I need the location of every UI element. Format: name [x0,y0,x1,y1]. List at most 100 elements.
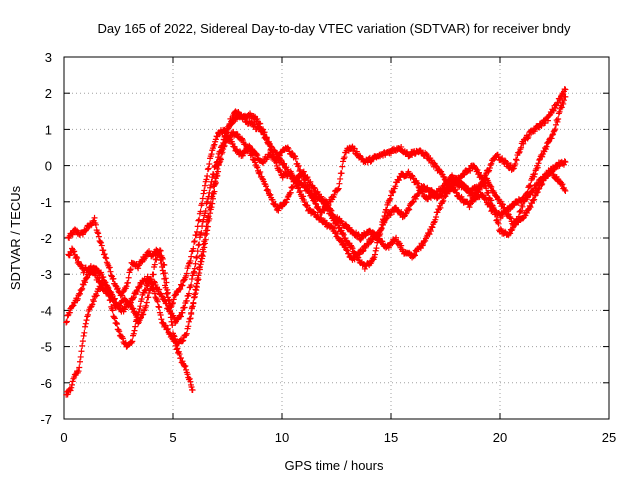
data-point [419,241,426,248]
data-point [340,158,347,165]
data-point [177,286,184,293]
data-point [76,358,83,365]
data-point [151,278,158,285]
data-point [253,163,260,170]
data-point [158,316,165,323]
data-point [103,255,110,262]
data-point [560,100,567,107]
data-point [127,266,134,273]
data-point [124,279,131,286]
data-point [560,97,567,104]
data-point [151,290,158,297]
data-point [534,189,541,196]
data-point [292,178,299,185]
data-point [556,108,563,115]
data-point [195,242,202,249]
data-point [480,178,487,185]
data-point [153,256,160,263]
data-point [212,175,219,182]
data-point [453,189,460,196]
data-point [351,256,358,263]
data-point [491,207,498,214]
data-point [191,238,198,245]
data-point [281,160,288,167]
x-tick-label: 5 [169,430,176,445]
x-axis-label: GPS time / hours [285,458,384,473]
data-point [304,202,311,209]
data-point [191,294,198,301]
data-point [66,309,73,316]
data-point [82,320,89,327]
data-point [82,227,89,234]
data-point [209,174,216,181]
data-point [531,171,538,178]
data-point [467,167,474,174]
data-point [379,238,386,245]
data-point [156,286,163,293]
data-point [109,307,116,314]
data-point [554,118,561,125]
data-point [204,166,211,173]
data-point [210,183,217,190]
data-point [81,329,88,336]
data-point [184,371,191,378]
y-tick-label: -1 [40,195,52,210]
data-point [156,304,163,311]
data-point [301,177,308,184]
data-point [562,158,569,165]
data-point [79,285,86,292]
data-point [338,170,345,177]
data-points [63,86,569,398]
data-point [162,322,169,329]
data-point [63,318,70,325]
data-point [94,229,101,236]
data-point [514,218,521,225]
data-point [531,128,538,135]
data-point [559,181,566,188]
data-point [191,291,198,298]
data-point [516,208,523,215]
data-point [339,163,346,170]
y-tick-label: -6 [40,376,52,391]
data-point [289,183,296,190]
data-point [170,296,177,303]
y-tick-label: -3 [40,267,52,282]
data-point [150,271,157,278]
y-tick-label: -2 [40,231,52,246]
data-point [216,156,223,163]
data-point [273,159,280,166]
data-point [207,200,214,207]
data-point [73,253,80,260]
data-point [191,268,198,275]
data-point [518,144,525,151]
data-point [526,131,533,138]
data-point [524,189,531,196]
data-point [200,190,207,197]
chart-title: Day 165 of 2022, Sidereal Day-to-day VTE… [97,21,571,36]
data-point [264,186,271,193]
data-point [539,153,546,160]
data-point [357,236,364,243]
x-tick-label: 10 [275,430,289,445]
data-point [337,175,344,182]
data-point [515,149,522,156]
data-point [284,144,291,151]
data-point [78,348,85,355]
data-point [488,197,495,204]
data-point [434,209,441,216]
data-point [78,262,85,269]
data-point [153,295,160,302]
data-point [206,160,213,167]
data-point [193,232,200,239]
data-point [115,326,122,333]
data-point [528,200,535,207]
data-point [183,270,190,277]
data-point [487,162,494,169]
data-point [76,290,83,297]
data-point [119,335,126,342]
data-point [147,285,154,292]
data-point [246,146,253,153]
data-point [152,256,159,263]
data-point [110,275,117,282]
data-point [206,204,213,211]
